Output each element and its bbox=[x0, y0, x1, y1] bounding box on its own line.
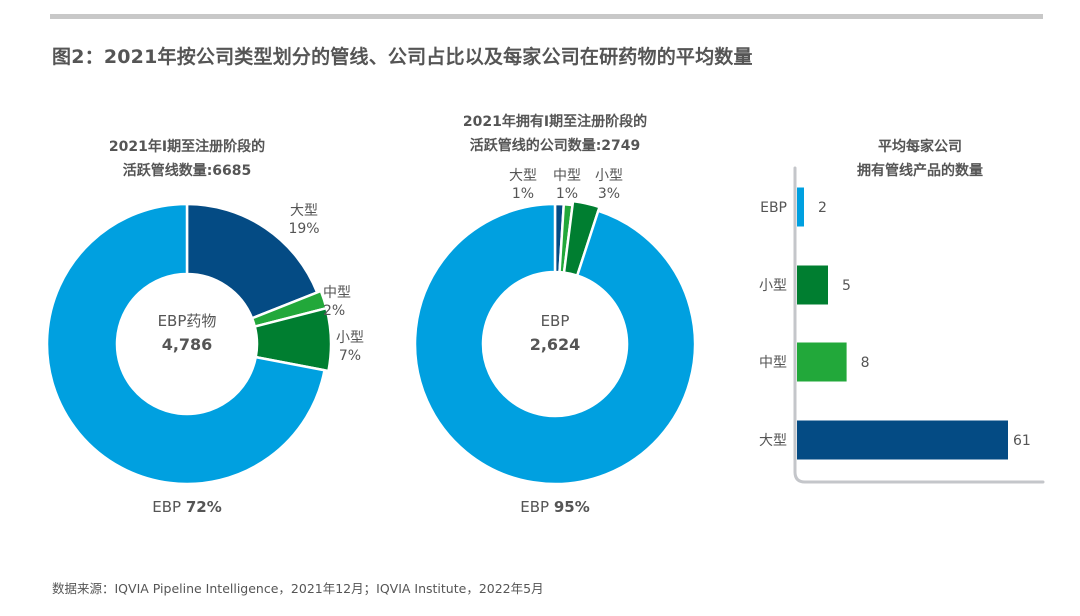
bar-value-label-small: 5 bbox=[842, 278, 851, 294]
bar-category-label-medium: 中型 bbox=[759, 355, 787, 371]
donut1-label-small-value: 7% bbox=[338, 348, 362, 364]
donut1-slice-ebp bbox=[45, 202, 326, 486]
donut1-label-medium: 中型 2% bbox=[323, 284, 363, 320]
donut1-title-line2: 活跃管线数量:6685 bbox=[122, 163, 252, 179]
bar-category-label-small: 小型 bbox=[759, 278, 787, 294]
bar-small bbox=[797, 265, 828, 305]
donut2-label-small-value: 3% bbox=[597, 186, 621, 202]
donut1-label-small: 小型 7% bbox=[330, 329, 370, 365]
bar-category-label-ebp: EBP bbox=[760, 200, 787, 216]
donut2-center: EBP 2,624 bbox=[505, 309, 605, 357]
donut2-label-large-value: 1% bbox=[511, 186, 535, 202]
donut1-bottom-label: EBP 72% bbox=[137, 498, 237, 516]
donut1-label-large: 大型 19% bbox=[284, 202, 324, 238]
bar-category-label-large: 大型 bbox=[759, 433, 787, 449]
bar-title: 平均每家公司 拥有管线产品的数量 bbox=[820, 135, 1020, 183]
donut2-label-medium-value: 1% bbox=[555, 186, 579, 202]
bar-large bbox=[797, 420, 1008, 460]
donut2-label-large: 大型 1% bbox=[505, 167, 541, 203]
donut2-bottom-value: 95% bbox=[553, 498, 590, 516]
donut2-title-line2: 活跃管线的公司数量:2749 bbox=[469, 138, 641, 154]
donut2-bottom-name: EBP bbox=[520, 498, 550, 516]
bar-value-label-large: 61 bbox=[1013, 433, 1031, 449]
donut2-label-medium: 中型 1% bbox=[549, 167, 585, 203]
bar-ebp bbox=[797, 187, 804, 227]
donut2-title: 2021年拥有I期至注册阶段的 活跃管线的公司数量:2749 bbox=[440, 110, 670, 158]
donut2-label-large-name: 大型 bbox=[509, 168, 537, 184]
donut2-title-line1: 2021年拥有I期至注册阶段的 bbox=[462, 114, 648, 130]
donut1-label-small-name: 小型 bbox=[336, 330, 364, 346]
donut1-label-large-value: 19% bbox=[288, 221, 320, 237]
donut1-center: EBP药物 4,786 bbox=[137, 309, 237, 357]
donut2-slice-ebp bbox=[413, 202, 697, 486]
donut1-slice-small bbox=[253, 306, 333, 373]
figure-title: 图2：2021年按公司类型划分的管线、公司占比以及每家公司在研药物的平均数量 bbox=[52, 46, 753, 68]
donut1-slice-large bbox=[185, 202, 319, 320]
donut1-label-large-name: 大型 bbox=[290, 203, 318, 219]
bar-title-line2: 拥有管线产品的数量 bbox=[857, 163, 983, 179]
bar-axis bbox=[793, 166, 1045, 484]
donut2-label-small-name: 小型 bbox=[595, 168, 623, 184]
donut1-center-label: EBP药物 bbox=[157, 312, 217, 330]
donut2-center-label: EBP bbox=[540, 312, 570, 330]
donut1-label-medium-value: 2% bbox=[323, 303, 346, 319]
bar-medium bbox=[797, 342, 847, 382]
donut2-label-medium-name: 中型 bbox=[553, 168, 581, 184]
top-rule bbox=[50, 14, 1043, 19]
donut2-bottom-label: EBP 95% bbox=[505, 498, 605, 516]
donut1-bottom-name: EBP bbox=[152, 498, 182, 516]
donut1-center-value: 4,786 bbox=[161, 335, 213, 354]
donut1-label-medium-name: 中型 bbox=[323, 285, 351, 301]
donut2-center-value: 2,624 bbox=[529, 335, 581, 354]
bar-value-label-ebp: 2 bbox=[818, 200, 827, 216]
bar-title-line1: 平均每家公司 bbox=[878, 139, 962, 155]
donut2-label-small: 小型 3% bbox=[591, 167, 627, 203]
donut1-bottom-value: 72% bbox=[185, 498, 222, 516]
donut1-title-line1: 2021年I期至注册阶段的 bbox=[108, 139, 266, 155]
donut1-title: 2021年I期至注册阶段的 活跃管线数量:6685 bbox=[87, 135, 287, 183]
source-note: 数据来源：IQVIA Pipeline Intelligence，2021年12… bbox=[52, 581, 544, 596]
bar-value-label-medium: 8 bbox=[861, 355, 870, 371]
